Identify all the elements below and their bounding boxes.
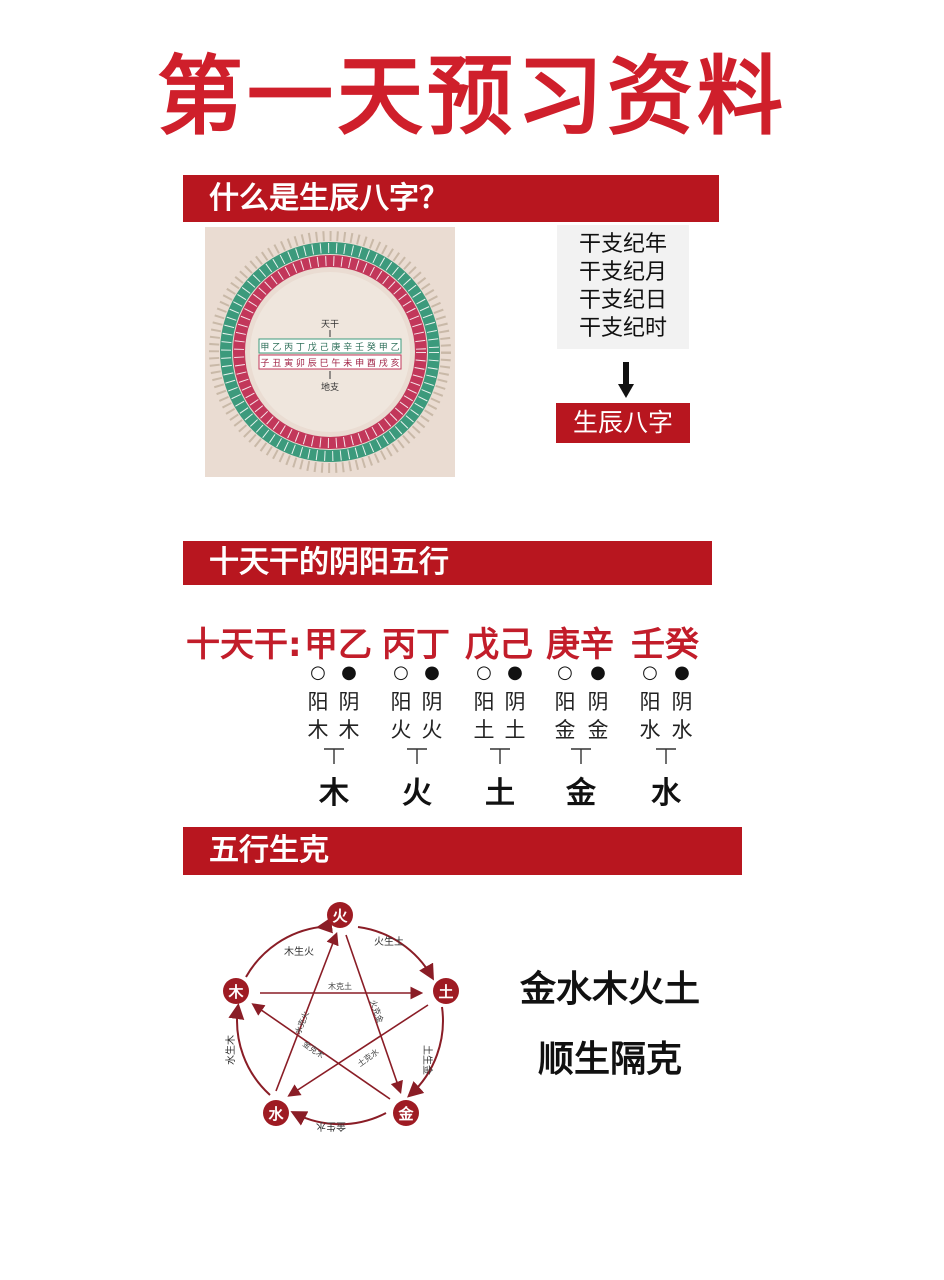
ganzhi-wheel-image: 甲乙丙丁戊己庚辛壬癸甲乙 子丑寅卯辰巳午未申酉戌亥 天干 地支 <box>205 227 455 477</box>
ganzhi-month: 干支纪月 <box>578 260 667 285</box>
yang-mark: ○ <box>557 662 573 683</box>
node-wood: 木 <box>227 983 244 1001</box>
section-header-wuxing: 五行生克 <box>183 827 742 875</box>
wheel-branch: 子 <box>260 358 269 369</box>
wheel-stem: 甲 <box>379 342 388 353</box>
ganzhi-year: 干支纪年 <box>578 232 667 257</box>
stem-pair-water: 壬癸 <box>631 625 699 665</box>
wheel-branch: 酉 <box>367 358 376 369</box>
stem-pair-metal: 庚辛 <box>546 625 614 665</box>
node-metal: 金 <box>397 1105 414 1123</box>
ganzhi-wheel-graphic: 甲乙丙丁戊己庚辛壬癸甲乙 子丑寅卯辰巳午未申酉戌亥 天干 地支 <box>209 231 451 473</box>
yang-mark: ○ <box>310 662 326 683</box>
sheng-label: 水生木 <box>224 1035 237 1065</box>
wheel-stem: 甲 <box>260 342 269 353</box>
sheng-label: 土生金 <box>421 1045 434 1075</box>
stems-label: 十天干: <box>186 625 302 665</box>
wheel-stem: 丙 <box>284 342 293 353</box>
node-earth: 土 <box>438 983 453 1001</box>
wheel-stem: 庚 <box>331 341 340 353</box>
yang-element-label: 阳金 <box>554 690 576 742</box>
yin-element-label: 阴木 <box>338 690 360 742</box>
section-header-bazi: 什么是生辰八字？ <box>183 175 719 222</box>
wheel-stem: 戊 <box>308 341 317 353</box>
stem-pair-earth: 戊己 <box>465 625 533 665</box>
sheng-label: 火生土 <box>374 935 404 948</box>
node-water: 水 <box>268 1105 284 1123</box>
yang-element-label: 阳火 <box>390 690 412 742</box>
ganzhi-hour: 干支纪时 <box>578 316 667 341</box>
yin-mark: ● <box>507 662 523 683</box>
yang-element-label: 阳木 <box>307 690 329 742</box>
connector-icon <box>324 748 344 764</box>
arrow-down-icon <box>618 362 634 398</box>
sheng-label: 金生水 <box>316 1120 346 1133</box>
rule-order: 金水木火土 <box>519 969 700 1010</box>
element-fire: 火 <box>402 776 432 811</box>
yin-element-label: 阴水 <box>671 690 693 742</box>
element-wood: 木 <box>319 776 349 811</box>
wheel-stem: 癸 <box>367 341 376 353</box>
yang-element-label: 阳土 <box>473 690 495 742</box>
ke-label: 木克土 <box>328 981 352 991</box>
wheel-branch: 辰 <box>308 358 317 369</box>
stem-pair-fire: 丙丁 <box>382 625 450 665</box>
wheel-branch: 未 <box>343 357 352 369</box>
yang-element-label: 阳水 <box>639 690 661 742</box>
rule-principle: 顺生隔克 <box>537 1039 682 1080</box>
yin-element-label: 阴金 <box>587 690 609 742</box>
ganzhi-list: 干支纪年 干支纪月 干支纪日 干支纪时 <box>557 225 689 349</box>
ganzhi-day: 干支纪日 <box>578 288 667 313</box>
connector-icon <box>490 748 510 764</box>
wheel-branch: 申 <box>355 357 364 369</box>
wheel-branch: 寅 <box>284 357 293 369</box>
yang-mark: ○ <box>642 662 658 683</box>
bazi-result-label: 生辰八字 <box>556 403 690 443</box>
wheel-branch: 午 <box>331 357 340 369</box>
wheel-stem: 乙 <box>391 342 400 353</box>
element-metal: 金 <box>566 776 596 811</box>
wheel-stem: 己 <box>320 342 329 353</box>
element-water: 水 <box>651 776 681 811</box>
wheel-stem: 辛 <box>343 341 352 353</box>
wheel-stem: 丁 <box>296 343 305 353</box>
node-fire: 火 <box>332 907 348 925</box>
yang-mark: ○ <box>476 662 492 683</box>
wheel-branch: 丑 <box>272 358 281 369</box>
ke-label: 金克木 <box>301 1038 326 1060</box>
wheel-label-dizhi: 地支 <box>321 381 339 393</box>
element-earth: 土 <box>485 776 515 811</box>
connector-icon <box>407 748 427 764</box>
ke-label: 水克火 <box>293 1010 311 1036</box>
wheel-stem: 乙 <box>272 342 281 353</box>
page-title: 第一天预习资料 <box>157 47 787 147</box>
wheel-stem: 壬 <box>355 342 364 353</box>
connector-icon <box>656 748 676 764</box>
connector-icon <box>571 748 591 764</box>
wheel-branch: 戌 <box>379 357 388 369</box>
sheng-label: 木生火 <box>284 945 314 958</box>
wuxing-cycle-diagram: 木生火 火生土 土生金 金生水 水生木 木克土 土克水 水克火 火克金 金克木 … <box>223 902 459 1133</box>
wheel-branch: 亥 <box>391 357 400 369</box>
ke-label: 火克金 <box>368 998 386 1024</box>
yin-element-label: 阴土 <box>504 690 526 742</box>
wheel-label-tiangan: 天干 <box>321 319 339 330</box>
yang-mark: ○ <box>393 662 409 683</box>
section-header-tiangan: 十天干的阴阳五行 <box>183 541 712 585</box>
yin-mark: ● <box>674 662 690 683</box>
yin-mark: ● <box>424 662 440 683</box>
yin-mark: ● <box>341 662 357 683</box>
stem-pair-wood: 甲乙 <box>304 625 372 665</box>
yin-mark: ● <box>590 662 606 683</box>
wheel-branch: 巳 <box>320 358 329 369</box>
yin-element-label: 阴火 <box>421 690 443 742</box>
wheel-branch: 卯 <box>296 358 305 369</box>
